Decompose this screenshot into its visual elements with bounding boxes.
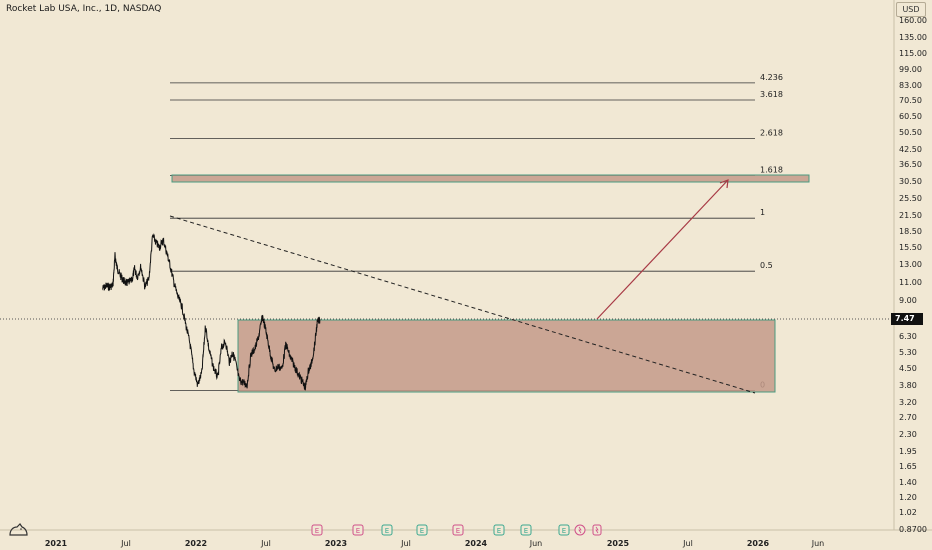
y-tick-label: 70.50: [899, 96, 922, 105]
y-tick-label: 1.20: [899, 493, 917, 502]
svg-text:E: E: [385, 527, 389, 535]
y-tick-label: 1.95: [899, 447, 917, 456]
y-tick-label: 2.70: [899, 413, 917, 422]
x-tick-label: 2022: [185, 539, 207, 548]
downtrend-line[interactable]: [169, 215, 756, 394]
x-tick-label: Jul: [682, 539, 693, 548]
y-tick-label: 1.40: [899, 478, 917, 487]
earnings-marker-icon[interactable]: E: [493, 524, 505, 536]
y-tick-label: 160.00: [899, 16, 927, 25]
earnings-marker-icon[interactable]: E: [452, 524, 464, 536]
currency-button[interactable]: USD: [896, 2, 926, 17]
x-tick-label: Jun: [529, 539, 543, 548]
y-tick-label: 3.80: [899, 381, 917, 390]
y-tick-label: 60.50: [899, 112, 922, 121]
y-tick-label: 4.50: [899, 364, 917, 373]
y-tick-label: 50.50: [899, 128, 922, 137]
y-tick-label: 1.65: [899, 462, 917, 471]
y-tick-label: 11.00: [899, 278, 922, 287]
time-axis[interactable]: 2021 Jul 2022 Jul 2023 Jul 2024 Jun 2025 Jul 2026 J…: [45, 539, 824, 548]
y-tick-label: 5.30: [899, 348, 917, 357]
x-tick-label: Jul: [400, 539, 411, 548]
svg-text:E: E: [356, 527, 360, 535]
svg-text:E: E: [497, 527, 501, 535]
fib-level-label: 4.236: [760, 73, 783, 82]
y-tick-label: 25.50: [899, 194, 922, 203]
y-tick-label: 21.50: [899, 211, 922, 220]
y-tick-label: 3.20: [899, 398, 917, 407]
x-tick-label: 2023: [325, 539, 347, 548]
svg-text:E: E: [420, 527, 424, 535]
earnings-marker-icon[interactable]: E: [311, 524, 323, 536]
y-tick-label: 13.00: [899, 260, 922, 269]
svg-text:E: E: [456, 527, 460, 535]
y-tick-label: 15.50: [899, 243, 922, 252]
price-axis[interactable]: 160.00 135.00 115.00 99.00 83.00 70.50 60.50 50…: [899, 16, 927, 534]
svg-text:E: E: [562, 527, 566, 535]
fib-level-label: 3.618: [760, 90, 783, 99]
target-zone[interactable]: [171, 174, 810, 183]
earnings-marker-icon[interactable]: E: [520, 524, 532, 536]
earnings-marker-icon[interactable]: E: [352, 524, 364, 536]
split-marker-icon[interactable]: [592, 524, 602, 536]
y-tick-label: 135.00: [899, 33, 927, 42]
fib-level-label: 1: [760, 208, 765, 217]
svg-text:E: E: [524, 527, 528, 535]
earnings-marker-icon[interactable]: E: [416, 524, 428, 536]
accumulation-zone[interactable]: [237, 319, 776, 393]
y-tick-label: 1.02: [899, 508, 917, 517]
x-tick-label: 2021: [45, 539, 68, 548]
x-tick-label: 2024: [465, 539, 488, 548]
current-price-label: 7.47: [891, 313, 923, 325]
chart-title: Rocket Lab USA, Inc., 1D, NASDAQ: [6, 4, 162, 14]
y-tick-label: 18.50: [899, 227, 922, 236]
y-tick-label: 36.50: [899, 160, 922, 169]
y-tick-label: 115.00: [899, 49, 927, 58]
tradingview-logo-icon[interactable]: [8, 521, 30, 537]
fib-level-label: 1.618: [760, 166, 783, 175]
split-marker-icon[interactable]: [574, 524, 586, 536]
y-tick-label: 9.00: [899, 296, 917, 305]
y-tick-label: 0.8700: [899, 525, 927, 534]
y-tick-label: 2.30: [899, 430, 917, 439]
x-tick-label: Jul: [260, 539, 271, 548]
earnings-marker-icon[interactable]: E: [558, 524, 570, 536]
y-tick-label: 6.30: [899, 332, 917, 341]
projection-arrow[interactable]: [596, 179, 729, 320]
y-tick-label: 83.00: [899, 81, 922, 90]
x-tick-label: 2025: [607, 539, 630, 548]
x-tick-label: 2026: [747, 539, 770, 548]
fib-level-label: 2.618: [760, 129, 783, 138]
svg-text:E: E: [315, 527, 319, 535]
fib-level-label: 0.5: [760, 261, 773, 270]
price-series: [102, 232, 321, 391]
earnings-marker-icon[interactable]: E: [381, 524, 393, 536]
y-tick-label: 42.50: [899, 145, 922, 154]
y-tick-label: 30.50: [899, 177, 922, 186]
y-tick-label: 99.00: [899, 65, 922, 74]
x-tick-label: Jun: [811, 539, 825, 548]
x-tick-label: Jul: [120, 539, 131, 548]
